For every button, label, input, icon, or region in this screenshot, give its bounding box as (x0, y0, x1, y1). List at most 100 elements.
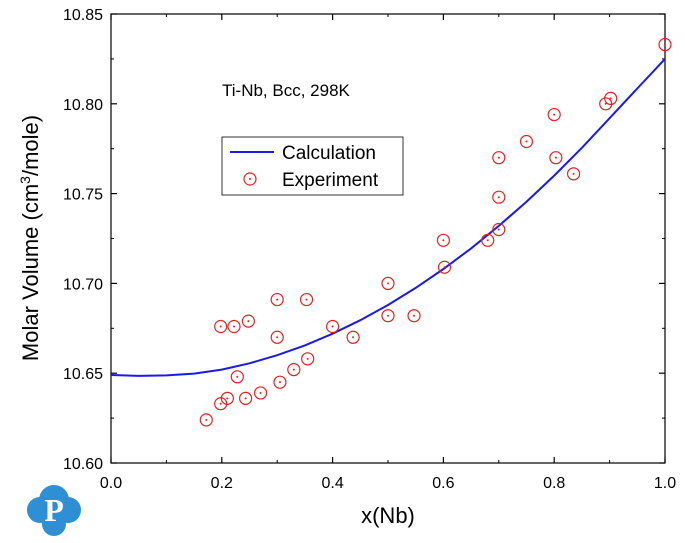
experiment-marker (566, 167, 581, 181)
experiment-marker (273, 375, 287, 389)
experiment-marker (220, 391, 234, 405)
experiment-marker (492, 190, 506, 204)
experiment-point (270, 330, 284, 344)
experiment-point (407, 309, 421, 323)
experiment-marker (547, 107, 561, 122)
experiment-marker-dot (442, 239, 445, 242)
experiment-marker-dot (236, 375, 239, 378)
experiment-marker-dot (219, 325, 222, 328)
experiment-point (239, 391, 253, 405)
experiment-marker (270, 330, 284, 344)
experiment-marker-dot (413, 314, 416, 317)
experiment-marker-dot (352, 336, 355, 339)
calculation-line (110, 58, 666, 377)
experiment-marker (492, 151, 506, 165)
experiment-marker (253, 386, 268, 400)
x-axis-ticks: 0.0 0.2 0.4 0.6 0.8 1.0 (100, 14, 676, 492)
experiment-marker-dot (609, 97, 612, 100)
logo-letter: P (44, 492, 64, 528)
experiment-point (381, 309, 395, 323)
experiment-point (492, 190, 506, 204)
experiment-marker-dot (572, 172, 575, 175)
legend-marker-experiment-dot (249, 178, 251, 180)
experiment-marker (214, 319, 228, 334)
experiment-point (220, 391, 234, 405)
experiment-point (230, 370, 244, 384)
experiment-marker-dot (306, 357, 309, 360)
experiment-point (199, 413, 213, 427)
experiment-marker (437, 260, 452, 274)
calculation-series (110, 58, 666, 377)
y-axis-ticks: 10.60 10.65 10.70 10.75 10.80 10.85 (63, 7, 665, 473)
y-tick-label: 10.70 (63, 276, 103, 293)
experiment-marker-dot (486, 239, 489, 242)
experiment-point (381, 276, 395, 290)
experiment-point (270, 292, 284, 307)
experiment-point (299, 292, 314, 307)
experiment-marker (301, 352, 315, 366)
legend-box (221, 136, 404, 196)
experiment-point (492, 222, 506, 237)
x-tick-label: 0.2 (211, 475, 233, 492)
experiment-point (481, 233, 495, 247)
experiment-point (326, 319, 340, 334)
experiment-point (519, 134, 534, 149)
experiment-marker (287, 363, 301, 377)
experiment-marker (604, 91, 618, 106)
experiment-marker (381, 309, 395, 323)
experiment-point (549, 151, 563, 165)
experiment-marker-dot (205, 418, 208, 421)
experiment-point (301, 352, 315, 366)
experiment-marker-dot (244, 397, 247, 400)
experiment-marker (549, 151, 563, 165)
y-tick-label: 10.80 (63, 97, 103, 114)
experiment-marker (227, 319, 241, 334)
experiment-marker (199, 413, 213, 427)
experiment-marker-dot (292, 368, 295, 371)
experiment-marker (481, 233, 495, 247)
experiment-marker (407, 309, 421, 323)
experiment-marker-dot (331, 325, 334, 328)
experiment-marker (270, 292, 284, 307)
experiment-point (658, 37, 672, 52)
experiment-marker-dot (554, 156, 557, 159)
experiment-point (287, 363, 301, 377)
y-tick-label: 10.60 (63, 456, 103, 473)
experiment-marker (326, 319, 340, 334)
x-tick-label: 1.0 (654, 475, 676, 492)
experiment-marker-dot (553, 113, 556, 116)
company-logo: P (27, 485, 81, 536)
experiment-point (547, 107, 561, 122)
experiment-point (492, 151, 506, 165)
experiment-marker-dot (604, 102, 607, 105)
experiment-marker-dot (387, 314, 389, 317)
legend-label-experiment: Experiment (282, 170, 379, 191)
experiment-marker-dot (387, 282, 389, 285)
experiment-point (273, 375, 287, 389)
experiment-marker (492, 222, 506, 237)
experiment-marker-dot (497, 196, 500, 199)
experiment-marker (239, 391, 253, 405)
experiment-marker-dot (497, 156, 500, 159)
experiment-point (214, 319, 228, 334)
y-tick-label: 10.75 (63, 187, 103, 204)
experiment-point (566, 167, 581, 181)
experiment-marker (346, 330, 360, 344)
experiment-marker-dot (276, 298, 279, 301)
experiment-marker (381, 276, 395, 290)
x-tick-label: 0.8 (543, 475, 565, 492)
experiment-marker-dot (525, 140, 528, 143)
x-tick-label: 0.0 (100, 475, 122, 492)
x-axis-title: x(Nb) (361, 503, 415, 528)
experiment-marker (436, 233, 450, 247)
experiment-marker (299, 292, 314, 307)
experiment-point (241, 314, 255, 328)
legend-marker-experiment (243, 172, 257, 186)
experiment-series (199, 37, 672, 427)
experiment-marker-dot (259, 391, 262, 394)
experiment-marker-dot (226, 397, 229, 400)
experiment-marker-dot (276, 336, 279, 339)
experiment-marker-dot (247, 320, 250, 323)
y-axis-title: Molar Volume (cm3/mole) (17, 115, 43, 361)
